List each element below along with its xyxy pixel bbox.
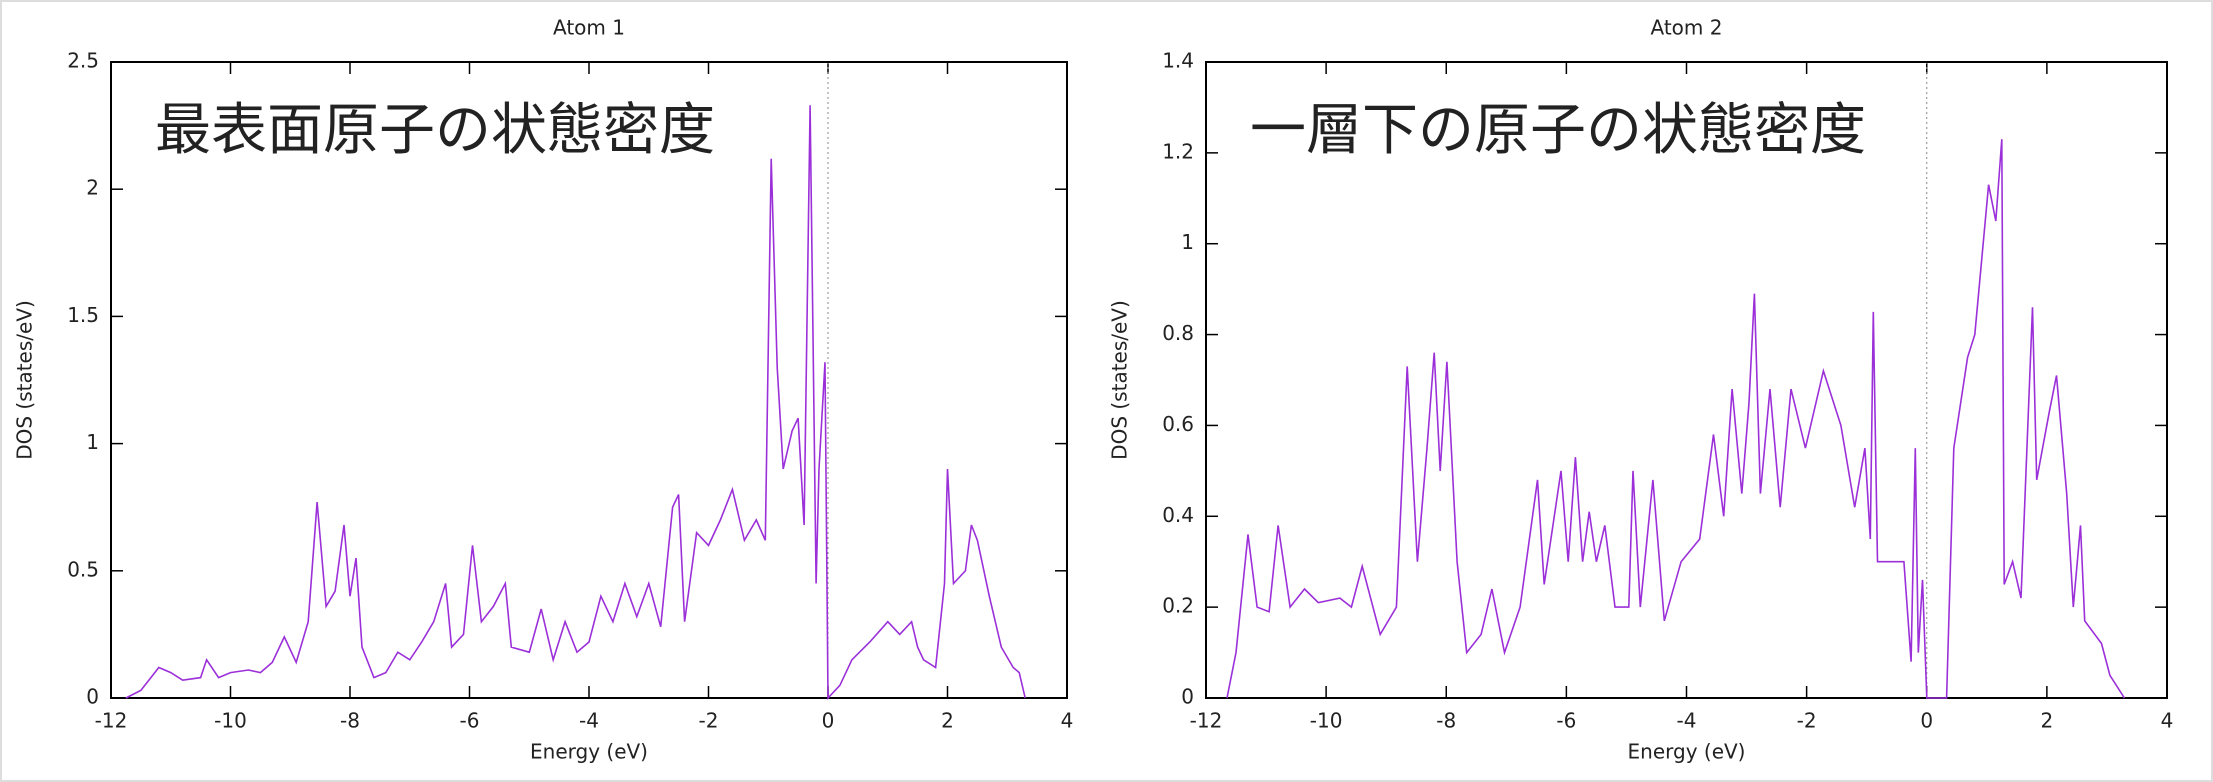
y-tick-label: 0 [86,685,99,709]
y-tick-label: 1.2 [1162,139,1194,163]
annotation: 一層下の原子の状態密度 [1250,98,1866,163]
y-tick-label: 1 [1181,230,1194,254]
y-tick-label: 0.4 [1162,503,1194,527]
x-tick-label: -4 [1677,709,1697,733]
x-tick-label: 0 [1920,709,1933,733]
y-tick-label: 0.5 [67,557,99,581]
x-tick-label: -2 [699,709,719,733]
y-tick-label: 0.2 [1162,594,1194,618]
y-tick-label: 0 [1181,685,1194,709]
x-tick-label: -2 [1797,709,1817,733]
x-tick-label: 4 [2161,709,2174,733]
x-tick-label: -8 [340,709,360,733]
y-tick-label: 2.5 [67,49,99,73]
plot-frame [1205,61,2168,699]
chart-title: Atom 2 [1651,16,1723,40]
y-axis-label: DOS (states/eV) [13,300,37,460]
x-tick-label: 2 [941,709,954,733]
y-tick-label: 0.6 [1162,412,1194,436]
dos-line [125,105,1026,701]
x-tick-label: 0 [822,709,835,733]
dos-line [1226,139,2126,699]
x-tick-label: -10 [1310,709,1343,733]
y-tick-label: 1.4 [1162,49,1194,73]
y-tick-label: 0.8 [1162,321,1194,345]
x-tick-label: -6 [460,709,480,733]
x-tick-label: -12 [95,709,128,733]
plot-frame [110,61,1068,699]
x-tick-label: 4 [1061,709,1074,733]
x-tick-label: -8 [1436,709,1456,733]
x-axis-label: Energy (eV) [530,740,648,764]
y-tick-label: 1.5 [67,303,99,327]
chart-title: Atom 1 [553,16,625,40]
y-tick-label: 1 [86,430,99,454]
x-tick-label: 2 [2041,709,2054,733]
y-tick-label: 2 [86,176,99,200]
x-axis-label: Energy (eV) [1628,740,1746,764]
y-axis-label: DOS (states/eV) [1108,300,1132,460]
x-tick-label: -10 [214,709,247,733]
x-tick-label: -6 [1556,709,1576,733]
annotation: 最表面原子の状態密度 [155,98,715,163]
x-tick-label: -12 [1190,709,1223,733]
x-tick-label: -4 [579,709,599,733]
